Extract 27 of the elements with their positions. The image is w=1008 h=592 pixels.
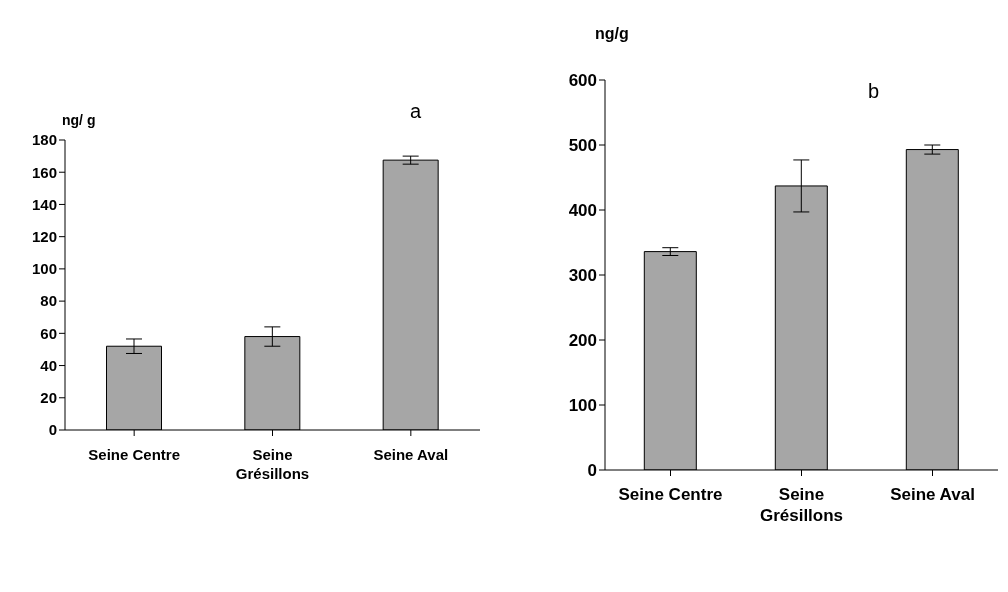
y-axis-title: ng/ g	[62, 112, 96, 128]
y-tick-label: 100	[568, 396, 597, 416]
x-tick-label: Seine Aval	[890, 485, 975, 504]
x-tick-label: Seine Grésillons	[759, 485, 844, 526]
y-tick-label: 0	[587, 461, 597, 481]
y-tick-label: 0	[48, 421, 57, 439]
x-tick-label: Seine Centre	[618, 485, 723, 504]
y-tick-label: 60	[40, 324, 57, 342]
y-axis-title: ng/g	[595, 25, 629, 43]
x-tick-label: Seine Grésillons	[235, 446, 310, 482]
y-tick-label: 180	[31, 131, 57, 149]
y-tick-label: 140	[31, 195, 57, 213]
x-tick-label: Seine Centre	[88, 446, 181, 463]
y-tick-label: 160	[31, 163, 57, 181]
y-tick-label: 200	[568, 331, 597, 351]
y-tick-label: 100	[31, 260, 57, 278]
y-tick-label: 40	[40, 356, 57, 374]
y-tick-label: 120	[31, 227, 57, 245]
y-tick-label: 500	[568, 136, 597, 156]
y-tick-label: 300	[568, 266, 597, 286]
y-tick-label: 20	[40, 389, 57, 407]
y-tick-label: 400	[568, 201, 597, 221]
y-tick-label: 600	[568, 71, 597, 91]
annotation: b	[868, 80, 880, 103]
x-tick-label: Seine Aval	[373, 446, 449, 463]
text: a	[410, 100, 422, 123]
y-tick-label: 80	[40, 292, 57, 310]
